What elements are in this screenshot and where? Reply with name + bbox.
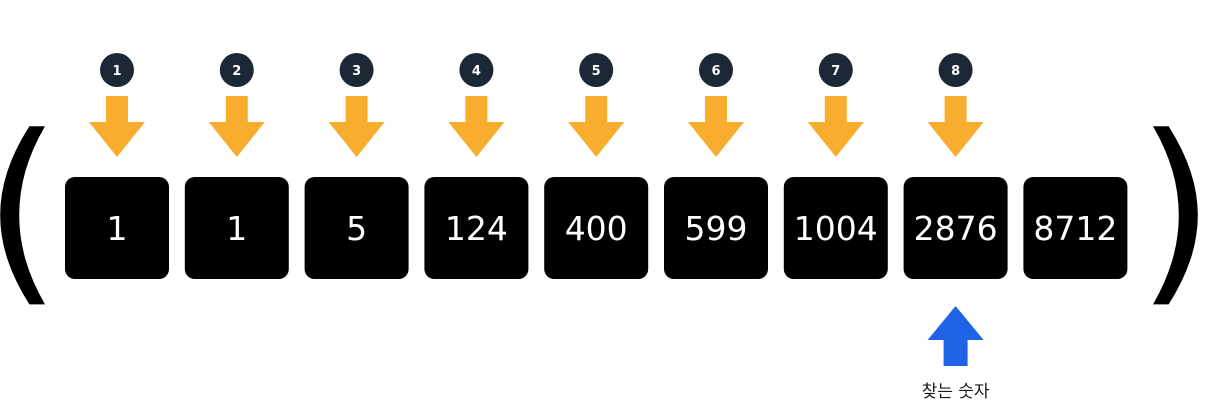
search-step: 7 (807, 53, 864, 157)
array-cell-box (903, 177, 1008, 279)
array-cell-value: 400 (565, 209, 628, 248)
step-badge (100, 53, 134, 87)
step-badge (699, 53, 733, 87)
step-number: 2 (232, 64, 241, 79)
step-badge (938, 53, 973, 87)
step-badge (339, 53, 374, 87)
array-cells: 1 1 5 124 400 599 1004 2876 8712 (65, 177, 1128, 279)
array-cell-value: 5 (346, 209, 367, 248)
search-step: 8 (927, 53, 984, 157)
down-arrow-icon (807, 96, 864, 157)
array-cell: 1 (65, 177, 169, 279)
step-badge (219, 53, 254, 87)
step-number: 4 (472, 64, 481, 79)
step-badge (579, 53, 614, 87)
array-cell: 1 (184, 177, 289, 279)
array-cell-value: 124 (445, 209, 508, 248)
step-badge (818, 53, 853, 87)
array-cell-value: 1 (226, 209, 247, 248)
search-step: 2 (208, 53, 265, 157)
down-arrow-icon (688, 96, 744, 157)
array-cell-value: 8712 (1033, 209, 1117, 248)
array-cell-box (544, 177, 649, 279)
step-number: 3 (352, 64, 361, 79)
array-cell: 5 (304, 177, 409, 279)
array-cell: 2876 (903, 177, 1008, 279)
search-step: 1 (89, 53, 145, 157)
array-cell-value: 2876 (914, 209, 998, 248)
step-number: 8 (951, 64, 960, 79)
up-arrow-icon (927, 306, 984, 366)
down-arrow-icon (927, 96, 984, 157)
down-arrow-icon (208, 96, 265, 157)
array-cell: 8712 (1023, 177, 1128, 279)
down-arrow-icon (448, 96, 505, 157)
down-arrow-icon (328, 96, 385, 157)
array-cell-box (424, 177, 529, 279)
array-cell-box (783, 177, 888, 279)
step-number: 7 (831, 64, 840, 79)
array-cell: 599 (664, 177, 768, 279)
down-arrow-icon (89, 96, 145, 157)
array-cell: 400 (544, 177, 649, 279)
array-cell: 1004 (783, 177, 888, 279)
array-cell-box (1023, 177, 1128, 279)
search-steps: 1 2 3 4 5 6 7 8 (89, 53, 984, 157)
open-bracket: ( (0, 93, 61, 326)
close-bracket: ) (1137, 93, 1215, 326)
search-step: 4 (448, 53, 505, 157)
array-cell-box (184, 177, 289, 279)
down-arrow-icon (568, 96, 625, 157)
array-cell-box (304, 177, 409, 279)
array-cell-box (664, 177, 768, 279)
search-step: 5 (568, 53, 625, 157)
search-step: 3 (328, 53, 385, 157)
array-cell-box (65, 177, 169, 279)
array-cell: 124 (424, 177, 529, 279)
target-label: 찾는 숫자 (922, 382, 990, 402)
target-marker: 찾는 숫자 (922, 306, 990, 402)
search-step: 6 (688, 53, 744, 157)
step-badge (459, 53, 494, 87)
array-cell-value: 1004 (794, 209, 878, 248)
step-number: 1 (112, 64, 121, 79)
step-number: 6 (711, 64, 720, 79)
array-cell-value: 1 (107, 209, 128, 248)
array-cell-value: 599 (685, 209, 748, 248)
step-number: 5 (592, 64, 601, 79)
